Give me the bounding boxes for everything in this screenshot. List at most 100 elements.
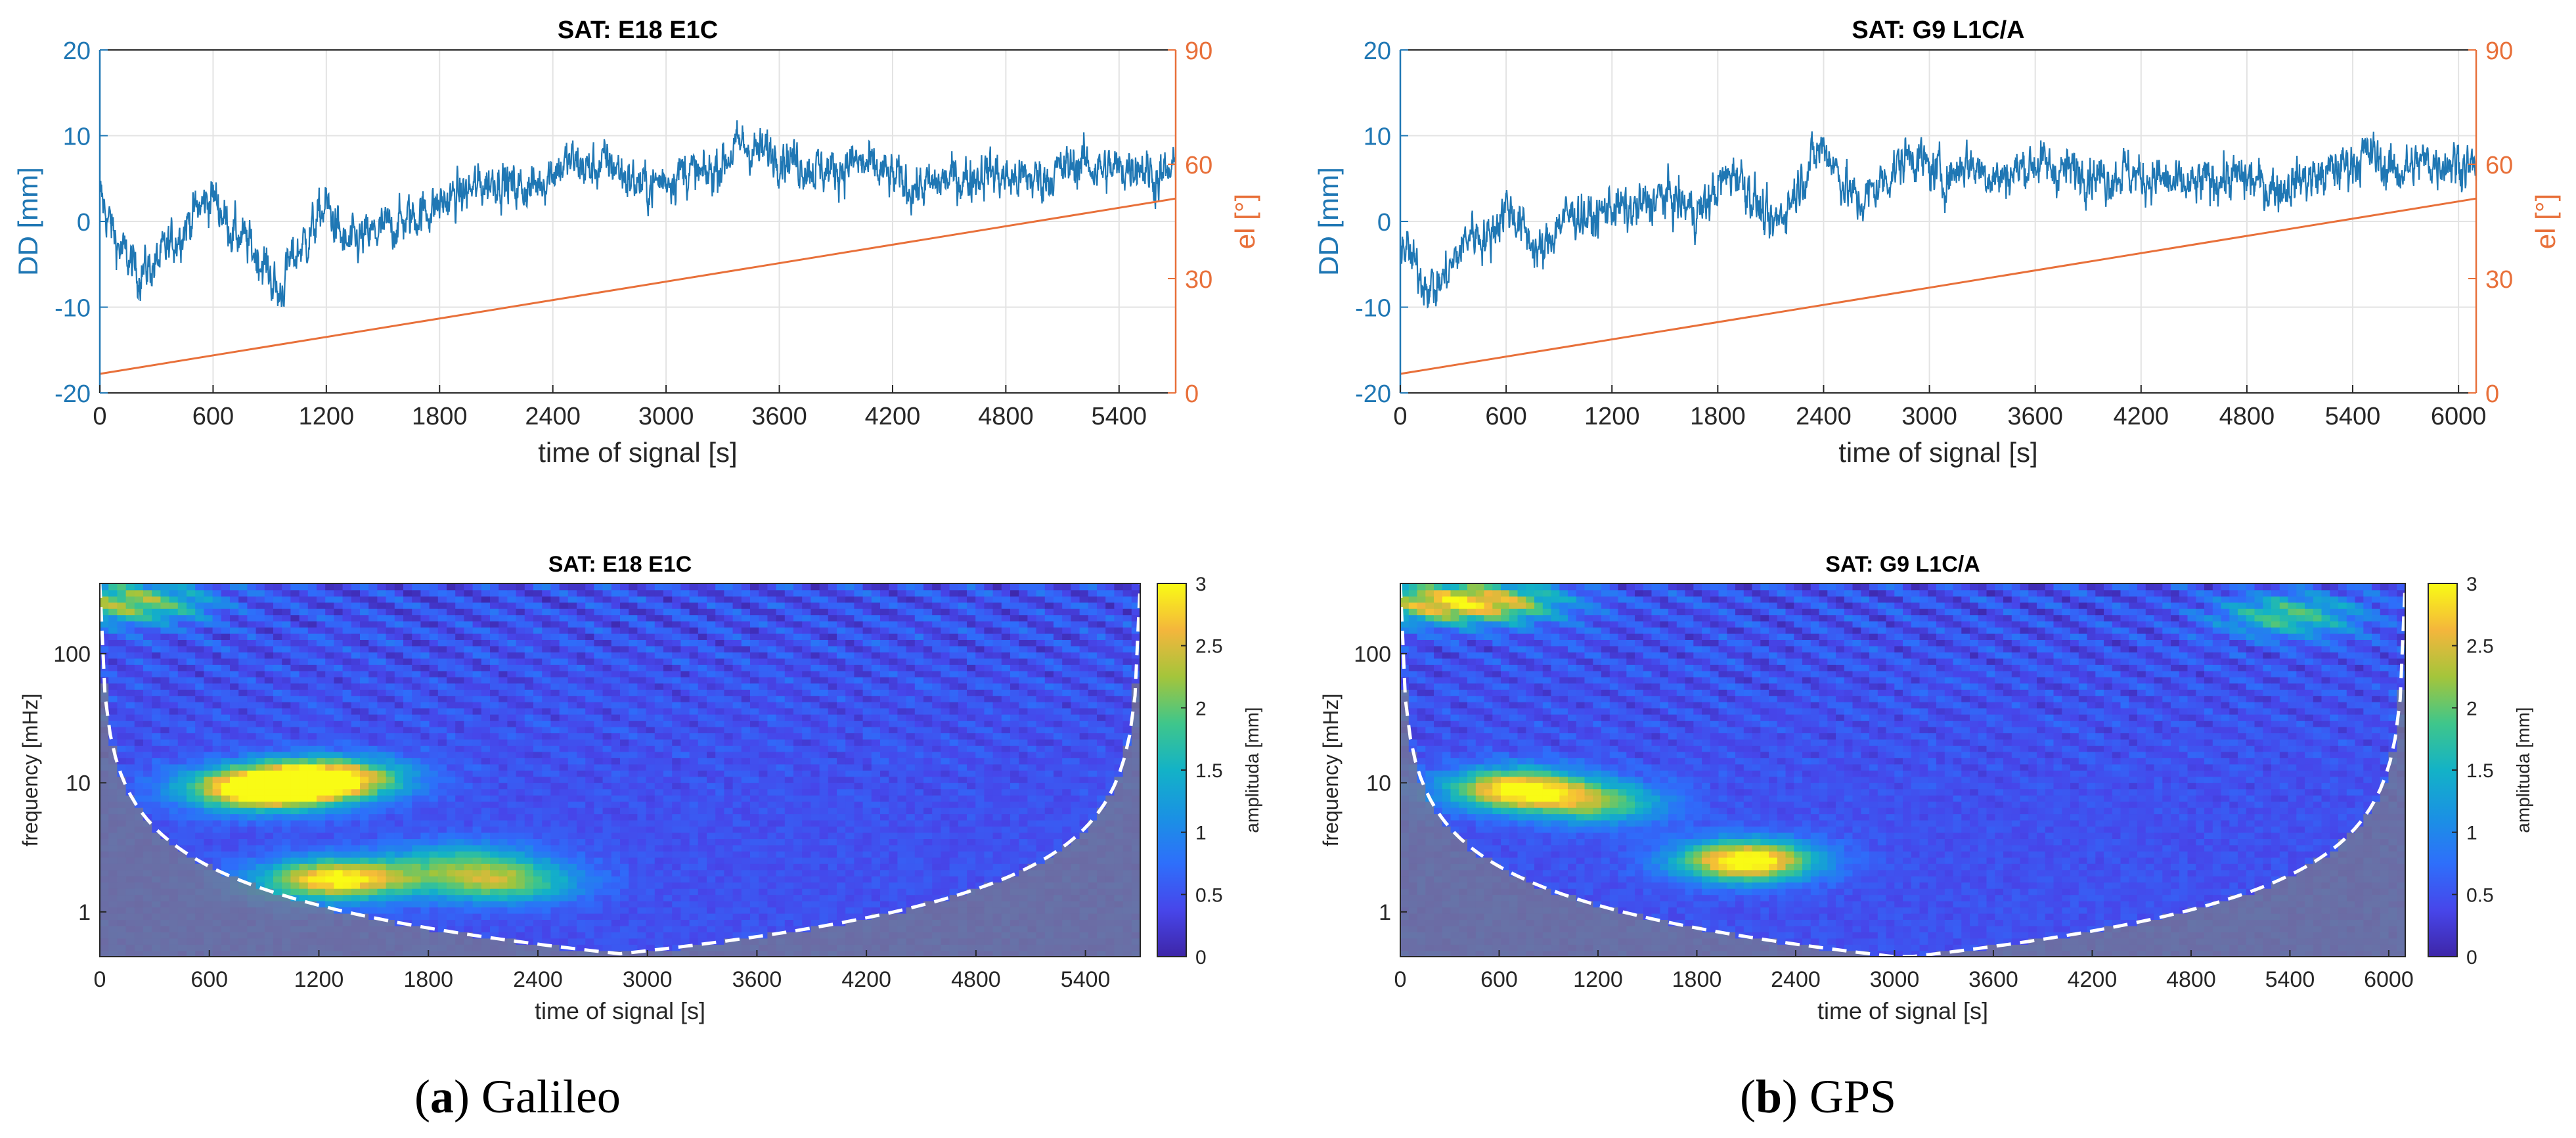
heatmap-cell	[889, 851, 899, 858]
heatmap-cell	[1131, 813, 1141, 821]
heatmap-cell	[1105, 888, 1115, 896]
heatmap-cell	[524, 907, 534, 914]
heatmap-cell	[464, 794, 474, 802]
x-tick-label: 6000	[2431, 403, 2487, 430]
heatmap-cell	[255, 751, 265, 758]
heatmap-cell	[975, 894, 985, 901]
heatmap-cell	[1054, 838, 1063, 846]
heatmap-cell	[594, 720, 604, 727]
heatmap-cell	[117, 950, 127, 957]
heatmap-cell	[455, 932, 465, 939]
heatmap-cell	[1044, 844, 1054, 852]
heatmap-cell	[125, 925, 135, 932]
heatmap-cell	[282, 863, 292, 871]
heatmap-cell	[854, 813, 864, 821]
heatmap-cell	[914, 844, 924, 852]
heatmap-cell	[134, 726, 144, 733]
heatmap-cell	[992, 844, 1002, 852]
heatmap-cell	[620, 758, 629, 765]
heatmap-cell	[481, 782, 491, 790]
heatmap-cell	[629, 801, 638, 808]
heatmap-cell	[195, 950, 205, 957]
heatmap-cell	[490, 720, 499, 727]
heatmap-cell	[255, 788, 265, 796]
heatmap-cell	[871, 844, 881, 852]
heatmap-cell	[221, 900, 231, 908]
heatmap-cell	[230, 875, 239, 883]
heatmap-cell	[567, 844, 577, 852]
heatmap-cell	[490, 776, 499, 783]
heatmap-cell	[516, 782, 525, 790]
heatmap-cell	[741, 733, 751, 740]
heatmap-cell	[897, 782, 907, 790]
heatmap-cell	[100, 857, 109, 864]
heatmap-cell	[550, 782, 560, 790]
heatmap-cell	[984, 807, 994, 815]
heatmap-cell	[117, 794, 127, 802]
heatmap-cell	[784, 888, 794, 896]
heatmap-cell	[325, 726, 335, 733]
heatmap-cell	[394, 888, 404, 896]
heatmap-cell	[1079, 888, 1089, 896]
heatmap-cell	[420, 857, 430, 864]
heatmap-cell	[177, 925, 187, 932]
heatmap-cell	[862, 932, 872, 939]
heatmap-cell	[914, 863, 924, 871]
heatmap-cell	[793, 907, 803, 914]
heatmap-cell	[1054, 794, 1063, 802]
heatmap-cell	[932, 714, 942, 721]
heatmap-cell	[1062, 714, 1072, 721]
heatmap-cell	[611, 838, 621, 846]
heatmap-cell	[108, 863, 118, 871]
heatmap-cell	[394, 832, 404, 839]
heatmap-cell	[169, 919, 179, 926]
heatmap-cell	[1088, 782, 1098, 790]
heatmap-cell	[932, 807, 942, 815]
heatmap-cell	[611, 907, 621, 914]
heatmap-cell	[1071, 938, 1080, 945]
heatmap-cell	[750, 751, 759, 758]
heatmap-cell	[386, 720, 395, 727]
heatmap-cell	[238, 819, 248, 827]
heatmap-cell	[394, 826, 404, 833]
heatmap-cell	[1105, 832, 1115, 839]
heatmap-cell	[247, 745, 257, 752]
heatmap-cell	[255, 888, 265, 896]
heatmap-cell	[204, 701, 213, 709]
heatmap-cell	[152, 720, 162, 727]
heatmap-cell	[871, 826, 881, 833]
heatmap-cell	[1036, 745, 1046, 752]
heatmap-cell	[447, 900, 456, 908]
heatmap-cell	[629, 813, 638, 821]
heatmap-cell	[889, 919, 899, 926]
heatmap-cell	[949, 708, 959, 715]
heatmap-cell	[490, 950, 499, 957]
heatmap-cell	[975, 720, 985, 727]
heatmap-cell	[984, 938, 994, 945]
heatmap-cell	[507, 776, 517, 783]
heatmap-cell	[1122, 726, 1132, 733]
heatmap-cell	[1071, 944, 1080, 951]
heatmap-cell	[386, 801, 395, 808]
heatmap-cell	[212, 882, 222, 889]
heatmap-cell	[741, 739, 751, 746]
heatmap-cell	[949, 894, 959, 901]
heatmap-cell	[837, 832, 846, 839]
heatmap-cell	[533, 913, 543, 920]
heatmap-cell	[741, 745, 751, 752]
heatmap-cell	[663, 807, 673, 815]
heatmap-cell	[629, 733, 638, 740]
heatmap-cell	[290, 813, 300, 821]
dd-series-line	[1399, 131, 2477, 309]
heatmap-cell	[187, 919, 196, 926]
heatmap-cell	[1010, 900, 1019, 908]
heatmap-cell	[264, 801, 274, 808]
heatmap-cell	[759, 882, 768, 889]
heatmap-cell	[394, 932, 404, 939]
heatmap-cell	[914, 770, 924, 777]
heatmap-cell	[481, 900, 491, 908]
heatmap-cell	[923, 751, 933, 758]
heatmap-cell	[1027, 745, 1037, 752]
heatmap-cell	[1079, 708, 1089, 715]
heatmap-cell	[472, 888, 482, 896]
